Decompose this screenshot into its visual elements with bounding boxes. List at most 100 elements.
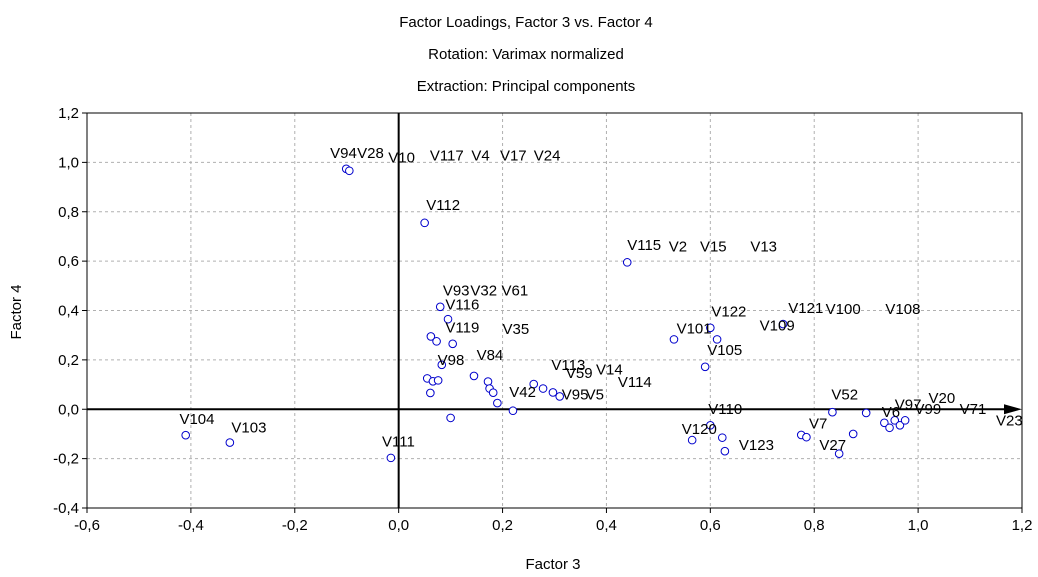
grid-layer [87, 113, 1022, 508]
data-point [529, 379, 539, 389]
y-axis-title: Factor 4 [8, 284, 25, 339]
x-axis-title: Factor 3 [525, 556, 580, 573]
x-tick-label: -0,4 [178, 517, 204, 534]
data-point [432, 337, 441, 346]
point-label: V7 [809, 416, 827, 433]
y-tick-label: 0,8 [58, 204, 79, 221]
data-point [717, 433, 727, 442]
data-point [483, 377, 493, 386]
point-label: V111 [382, 433, 415, 450]
data-point [386, 453, 396, 463]
data-point [420, 218, 429, 228]
point-label: V121 [788, 300, 823, 317]
y-tick-label: 1,0 [58, 154, 79, 171]
point-label: V27 [819, 437, 846, 454]
data-point [469, 371, 479, 381]
data-point [448, 339, 457, 349]
data-point [555, 392, 564, 401]
point-label: V114 [618, 374, 652, 391]
point-label: V28 [357, 145, 384, 162]
point-label: V113 [551, 357, 585, 374]
point-label: V104 [179, 411, 214, 428]
data-point [885, 423, 894, 433]
y-tick-label: -0,2 [53, 451, 79, 468]
point-label: V119 [445, 320, 479, 337]
x-tick-label: 0,8 [804, 517, 825, 534]
x-tick-label: 0,4 [596, 517, 617, 534]
point-label: V93 [443, 283, 470, 300]
data-point [426, 332, 436, 341]
x-tick-label: -0,6 [74, 517, 100, 534]
point-label: V94 [330, 145, 357, 162]
point-label: V101 [677, 320, 712, 337]
data-point [890, 416, 900, 425]
point-label: V20 [929, 390, 956, 407]
data-point [433, 376, 443, 385]
point-label: V4 [471, 147, 489, 164]
point-label: V61 [502, 283, 529, 300]
data-point [880, 418, 889, 428]
data-point [548, 388, 558, 397]
point-label: V42 [509, 384, 536, 401]
x-tick-label: 0,2 [492, 517, 513, 534]
point-label: V5 [586, 386, 604, 403]
point-label: V59 [566, 365, 593, 382]
point-label: V23 [996, 412, 1023, 429]
data-point [712, 335, 722, 344]
x-tick-label: 1,0 [908, 517, 929, 534]
data-point [622, 258, 632, 267]
y-tick-label: -0,4 [53, 500, 79, 517]
data-point [437, 360, 447, 370]
point-label: V116 [445, 296, 479, 313]
data-point [861, 408, 871, 418]
point-label: V122 [711, 304, 746, 321]
point-label: V35 [503, 321, 530, 338]
point-label: V84 [477, 347, 504, 364]
data-point [706, 420, 715, 430]
y-tick-label: 0,4 [58, 303, 79, 320]
y-tick-label: 0,2 [58, 352, 79, 369]
point-label: V99 [914, 401, 941, 418]
data-point [225, 438, 235, 447]
chart-subtitle-2: Extraction: Principal components [417, 78, 635, 95]
point-label: V105 [707, 342, 742, 359]
point-label: V95 [562, 386, 589, 403]
point-label: V103 [231, 420, 266, 437]
x-tick-label: -0,2 [282, 517, 308, 534]
data-point [848, 429, 858, 439]
point-label: V32 [470, 283, 497, 300]
point-layer [181, 164, 910, 463]
data-point [900, 416, 910, 425]
point-label: V71 [960, 401, 987, 418]
point-label: V2 [669, 238, 687, 255]
point-label: V109 [760, 317, 795, 334]
data-point [720, 446, 730, 456]
point-label: V110 [708, 401, 742, 418]
tick-label-layer: -0,6 -0,4 -0,2 0,0 0,2 0,4 0,6 0,8 1,0 1,2-0,4-0,… [53, 105, 1032, 534]
point-label: V17 [500, 147, 527, 164]
point-label: V123 [739, 437, 774, 454]
point-label: V120 [682, 421, 717, 438]
data-point [687, 435, 697, 445]
data-point [802, 432, 811, 442]
data-point [834, 449, 844, 458]
y-tick-label: 0,6 [58, 253, 79, 270]
x-tick-label: 0,6 [700, 517, 721, 534]
point-label: V115 [627, 237, 661, 254]
data-point [426, 388, 435, 398]
data-point [828, 407, 837, 417]
point-label-layer: V94 V28 V10 V117 V4 V17 V24 V112 V115 V2 V15 V13 V93… [179, 145, 1022, 454]
y-tick-label: 0,0 [58, 401, 79, 418]
point-label: V117 [430, 147, 464, 164]
point-label: V108 [885, 301, 920, 318]
point-label: V97 [895, 396, 922, 413]
point-label: V10 [388, 149, 415, 166]
data-point [443, 314, 453, 324]
data-point [435, 302, 445, 312]
data-point [446, 413, 455, 423]
x-tick-label: 0,0 [388, 517, 409, 534]
data-point [700, 362, 710, 372]
point-label: V15 [700, 238, 727, 255]
data-point [706, 323, 715, 333]
